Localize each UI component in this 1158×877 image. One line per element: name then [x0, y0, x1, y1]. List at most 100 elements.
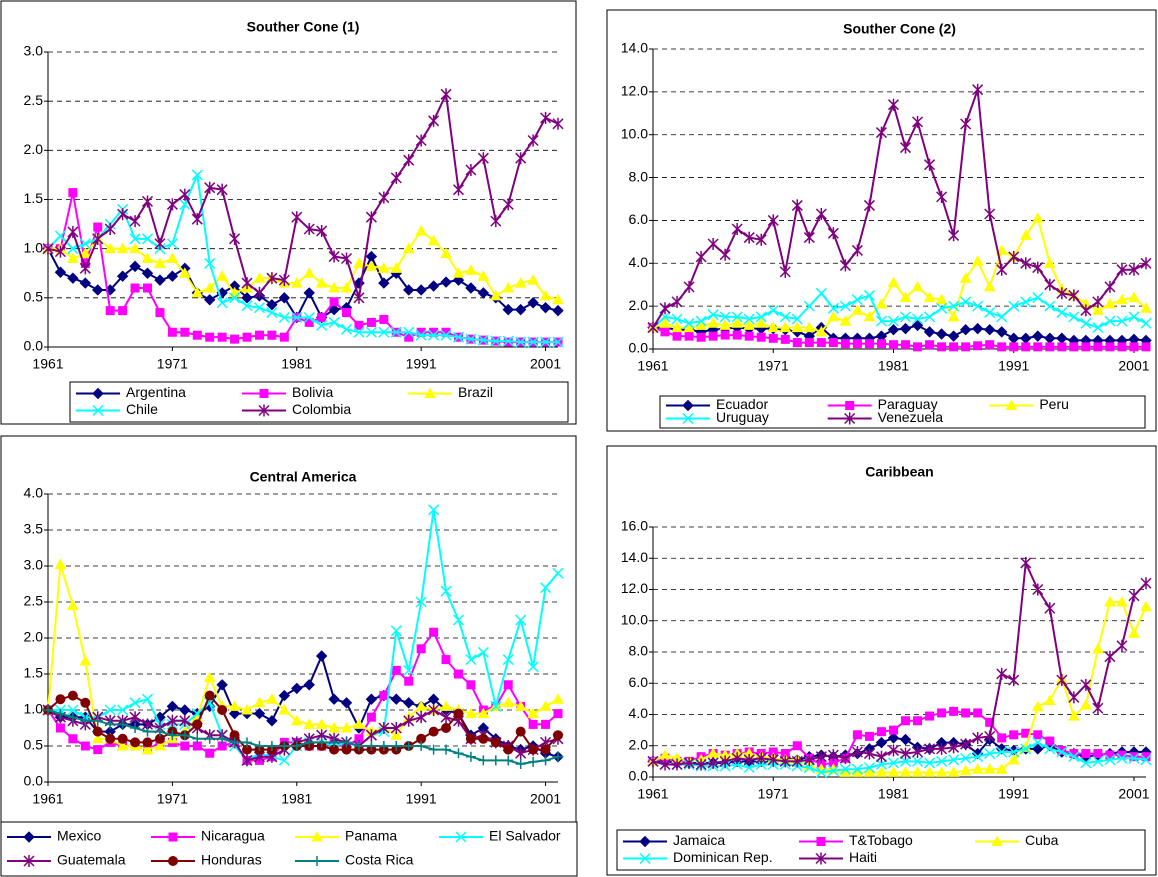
marker-triangle — [67, 252, 79, 263]
marker-triangle — [959, 272, 972, 283]
y-tick-label: 0.0 — [629, 768, 649, 784]
marker-star — [253, 286, 265, 299]
marker-star — [54, 245, 66, 258]
marker-star — [803, 753, 815, 766]
series — [42, 88, 564, 304]
marker-diamond — [141, 267, 154, 279]
marker-diamond — [241, 292, 253, 304]
marker-square — [354, 320, 364, 330]
marker-diamond — [502, 303, 514, 316]
marker-square — [404, 676, 414, 686]
marker-plus — [92, 715, 103, 726]
marker-circle — [465, 733, 476, 744]
marker-star — [1092, 295, 1104, 308]
legend: Mexico Nicaragua Panama El Salvador Guatemal… — [0, 821, 578, 877]
x-tick-label: 1991 — [998, 786, 1029, 802]
marker-x — [241, 300, 253, 312]
marker-star — [515, 747, 527, 760]
marker-x — [899, 755, 912, 767]
marker-x — [996, 746, 1008, 758]
marker-square — [696, 332, 706, 342]
marker-triangle — [983, 763, 996, 774]
legend-entry: Colombia — [242, 401, 351, 417]
legend-label: El Salvador — [489, 828, 561, 844]
marker-square — [155, 308, 165, 318]
marker-triangle — [899, 291, 912, 303]
marker-diamond — [875, 736, 888, 749]
series — [648, 323, 1151, 352]
legend-entry: Venezuela — [827, 409, 943, 425]
marker-square — [949, 706, 959, 716]
marker-square — [416, 644, 426, 654]
marker-star — [996, 263, 1008, 276]
marker-x — [984, 307, 996, 319]
marker-square — [68, 188, 78, 198]
marker-square — [1045, 736, 1055, 746]
marker-diamond — [887, 324, 900, 336]
marker-triangle — [1005, 399, 1018, 410]
marker-star — [647, 755, 659, 768]
marker-circle — [453, 708, 464, 719]
marker-square — [840, 339, 850, 349]
marker-square — [937, 342, 947, 352]
marker-star — [166, 198, 178, 211]
marker-x — [731, 311, 743, 323]
legend-entry: Costa Rica — [295, 852, 414, 868]
marker-triangle — [827, 310, 840, 322]
x-tick-label: 1991 — [406, 791, 437, 807]
y-tick-label: 0.5 — [24, 737, 44, 753]
marker-triangle — [947, 766, 960, 777]
marker-square — [528, 719, 538, 729]
legend-entry: Mexico — [7, 828, 102, 844]
marker-x — [552, 336, 564, 348]
marker-triangle — [971, 763, 984, 774]
marker-star — [695, 250, 707, 263]
marker-square — [1009, 342, 1019, 352]
marker-square — [180, 741, 190, 751]
marker-star — [887, 744, 900, 757]
marker-triangle — [875, 766, 888, 777]
marker-x — [851, 294, 863, 306]
marker-x — [552, 567, 564, 579]
marker-x — [1044, 300, 1056, 312]
marker-square — [973, 341, 983, 351]
marker-star — [1056, 674, 1068, 687]
marker-x — [924, 757, 936, 769]
marker-square — [925, 711, 935, 721]
marker-triangle — [216, 270, 228, 281]
marker-star — [683, 280, 695, 293]
marker-triangle — [502, 696, 515, 708]
marker-x — [229, 292, 241, 304]
marker-x — [502, 654, 514, 666]
marker-x — [253, 302, 265, 314]
marker-x — [67, 704, 79, 716]
marker-star — [1128, 589, 1140, 602]
marker-star — [851, 746, 863, 758]
marker-x — [390, 326, 402, 338]
marker-star — [1116, 263, 1128, 276]
marker-star — [984, 730, 996, 743]
marker-diamond — [303, 679, 315, 691]
marker-star — [707, 756, 719, 769]
marker-plus — [291, 741, 302, 751]
marker-star — [378, 722, 390, 734]
marker-star — [179, 188, 191, 201]
marker-circle — [55, 694, 66, 705]
marker-diamond — [514, 303, 527, 316]
marker-star — [791, 199, 803, 212]
marker-diamond — [899, 322, 912, 335]
marker-x — [912, 755, 924, 767]
marker-triangle — [995, 763, 1008, 774]
marker-square — [768, 333, 778, 343]
marker-star — [415, 711, 427, 724]
marker-triangle — [514, 277, 527, 288]
marker-diamond — [1032, 743, 1044, 755]
marker-star — [390, 722, 402, 734]
marker-plus — [179, 730, 190, 741]
marker-plus — [130, 723, 141, 733]
marker-x — [639, 852, 651, 865]
legend-label: Brazil — [458, 384, 493, 400]
marker-triangle — [935, 293, 948, 305]
marker-triangle — [353, 257, 365, 268]
